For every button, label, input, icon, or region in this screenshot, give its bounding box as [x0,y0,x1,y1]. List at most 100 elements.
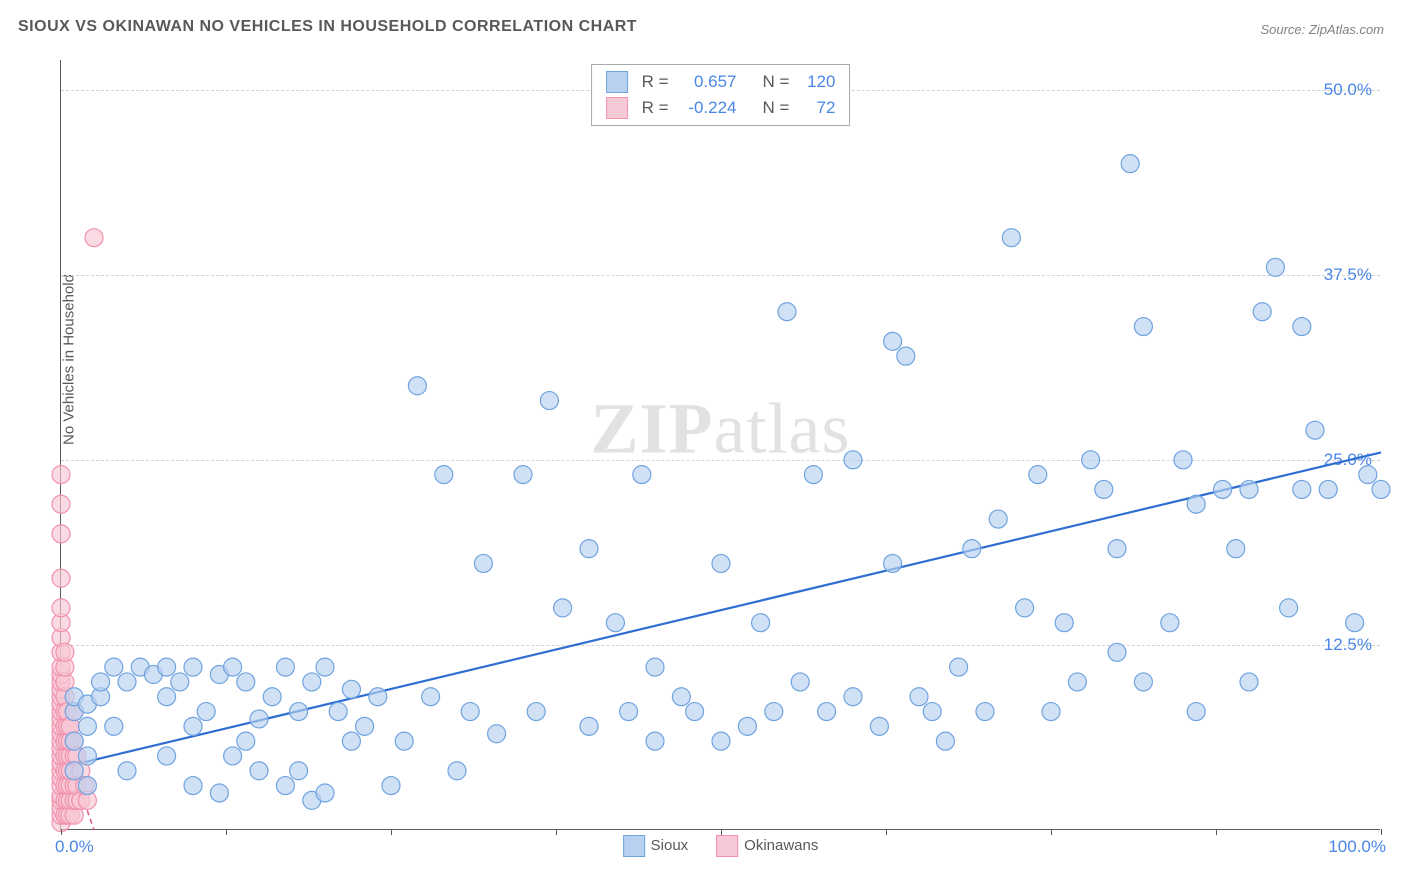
point-sioux [118,762,136,780]
point-sioux [1121,155,1139,173]
point-sioux [303,673,321,691]
point-sioux [1016,599,1034,617]
point-sioux [963,540,981,558]
point-sioux [290,703,308,721]
point-sioux [184,658,202,676]
point-sioux [633,466,651,484]
point-sioux [356,717,374,735]
point-sioux [527,703,545,721]
point-sioux [250,762,268,780]
point-sioux [1240,480,1258,498]
series-legend-item: Sioux [623,835,689,857]
point-sioux [1134,318,1152,336]
corr-legend-row: R =-0.224N =72 [606,95,836,121]
point-sioux [1319,480,1337,498]
point-sioux [158,688,176,706]
point-okinawans [52,495,70,513]
point-sioux [263,688,281,706]
point-sioux [791,673,809,691]
point-okinawans [52,525,70,543]
point-sioux [765,703,783,721]
point-sioux [461,703,479,721]
point-sioux [738,717,756,735]
chart-title: SIOUX VS OKINAWAN NO VEHICLES IN HOUSEHO… [18,18,637,36]
x-tick [886,829,887,835]
point-sioux [1161,614,1179,632]
point-sioux [884,554,902,572]
point-sioux [197,703,215,721]
corr-legend-row: R =0.657N =120 [606,69,836,95]
point-sioux [752,614,770,632]
point-sioux [342,680,360,698]
point-sioux [316,784,334,802]
point-sioux [184,717,202,735]
point-sioux [514,466,532,484]
point-sioux [158,658,176,676]
legend-swatch [623,835,645,857]
point-sioux [224,658,242,676]
point-sioux [224,747,242,765]
point-sioux [778,303,796,321]
point-sioux [818,703,836,721]
point-sioux [672,688,690,706]
point-sioux [1306,421,1324,439]
legend-n-label: N = [763,95,790,121]
point-sioux [171,673,189,691]
x-axis-max-label: 100.0% [1328,837,1386,857]
legend-swatch [716,835,738,857]
x-tick [226,829,227,835]
x-tick [1216,829,1217,835]
point-sioux [580,540,598,558]
point-sioux [92,673,110,691]
x-tick [61,829,62,835]
point-okinawans [52,466,70,484]
scatter-svg [61,60,1380,829]
point-sioux [1266,258,1284,276]
legend-swatch [606,71,628,93]
point-sioux [1253,303,1271,321]
point-sioux [290,762,308,780]
point-sioux [382,777,400,795]
legend-n-value: 72 [797,95,835,121]
x-tick [1051,829,1052,835]
point-sioux [1372,480,1390,498]
point-sioux [237,732,255,750]
point-sioux [408,377,426,395]
point-sioux [646,658,664,676]
point-okinawans [56,643,74,661]
point-sioux [936,732,954,750]
point-sioux [1002,229,1020,247]
point-sioux [158,747,176,765]
legend-r-label: R = [642,69,669,95]
point-sioux [844,451,862,469]
point-sioux [369,688,387,706]
point-sioux [237,673,255,691]
point-sioux [1174,451,1192,469]
x-axis-min-label: 0.0% [55,837,94,857]
point-sioux [923,703,941,721]
point-sioux [342,732,360,750]
point-sioux [712,554,730,572]
point-sioux [65,732,83,750]
point-sioux [844,688,862,706]
point-sioux [686,703,704,721]
point-sioux [1068,673,1086,691]
point-sioux [1187,703,1205,721]
plot-area: No Vehicles in Household 12.5%25.0%37.5%… [60,60,1380,830]
point-sioux [105,658,123,676]
point-sioux [1082,451,1100,469]
point-sioux [1293,318,1311,336]
point-sioux [250,710,268,728]
x-tick [1381,829,1382,835]
legend-swatch [606,97,628,119]
correlation-legend: R =0.657N =120R =-0.224N =72 [591,64,851,126]
point-sioux [78,747,96,765]
point-sioux [65,762,83,780]
point-okinawans [85,229,103,247]
point-sioux [1042,703,1060,721]
point-sioux [1134,673,1152,691]
point-sioux [329,703,347,721]
point-sioux [474,554,492,572]
point-sioux [606,614,624,632]
point-sioux [540,392,558,410]
